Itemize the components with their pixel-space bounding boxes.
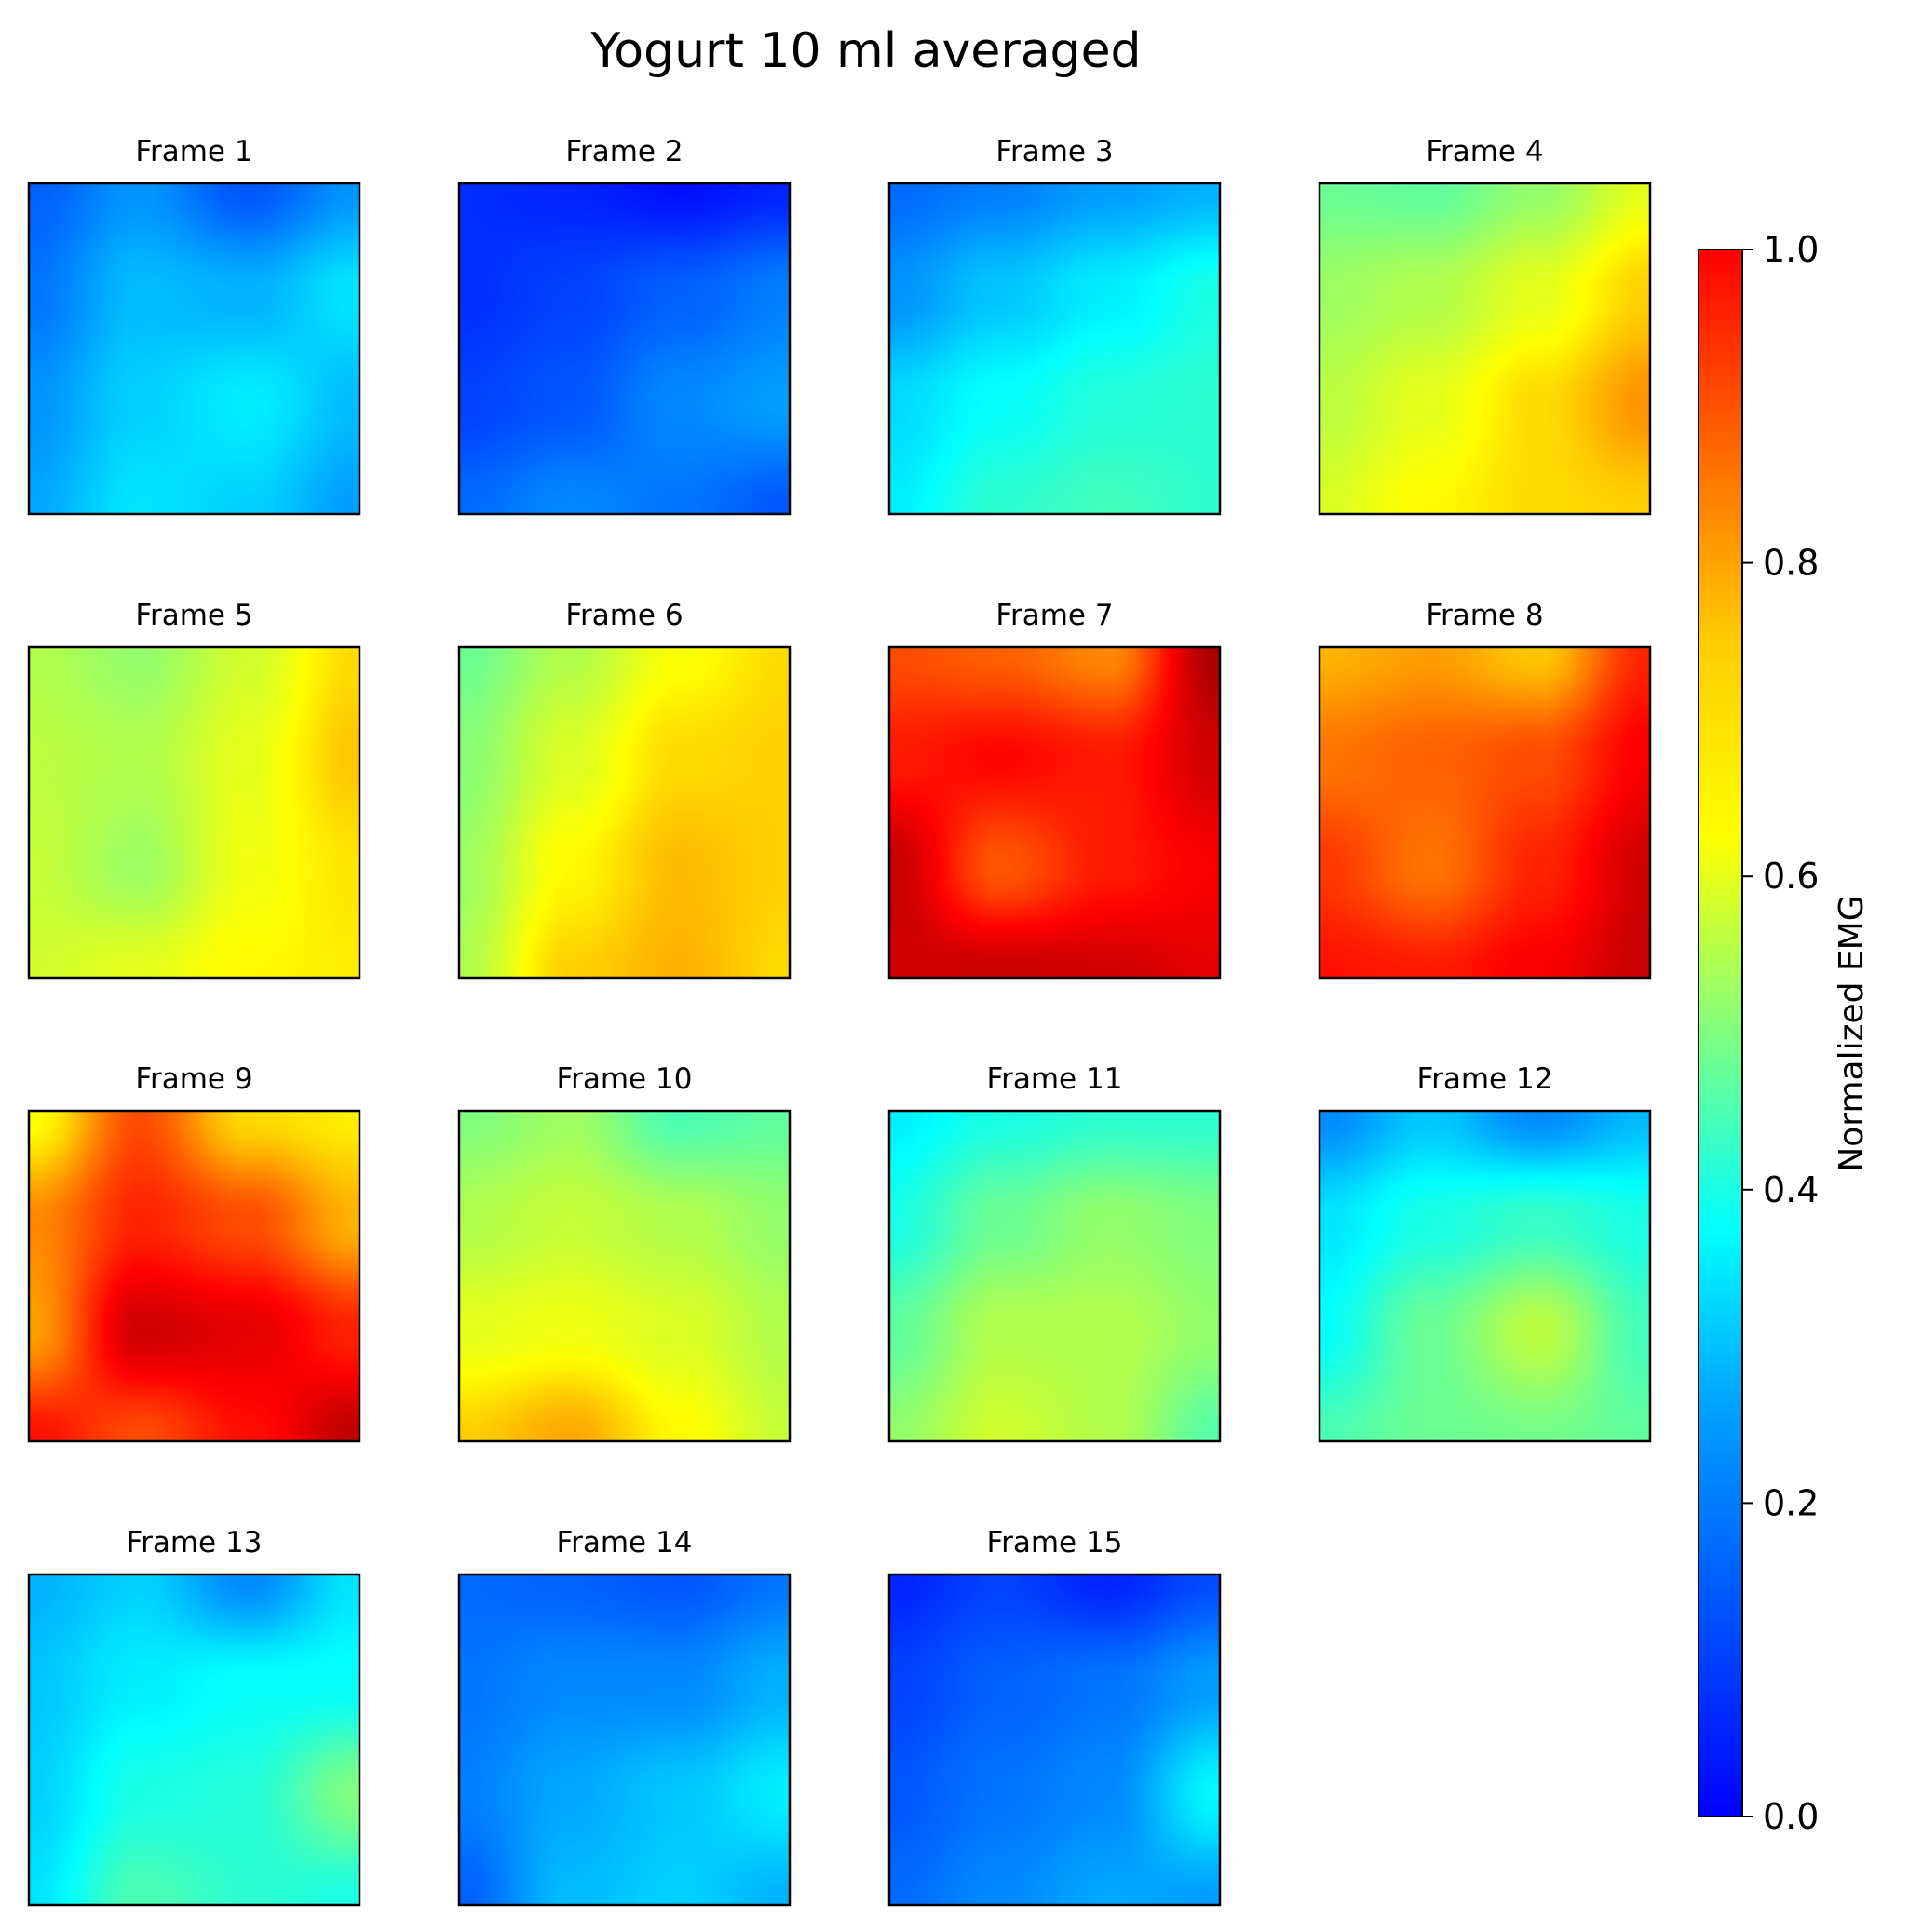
frame-heatmap-canvas-9 [29,1111,359,1441]
frame-heatmap-canvas-3 [889,183,1220,514]
colorbar-label: Normalized EMG [1833,895,1871,1171]
frame-label-3: Frame 3 [995,135,1113,169]
frame-panel-6: Frame 6 [457,599,792,980]
colorbar-tick-label-5: 1.0 [1763,229,1819,270]
frame-border-11 [887,1109,1222,1443]
frame-label-11: Frame 11 [987,1062,1123,1096]
colorbar: 0.0 0.2 0.4 0.6 0.8 1.0 Normalized EMG [1698,229,1871,1837]
frame-heatmap-6 [459,647,790,978]
frame-border-4 [1318,182,1652,516]
colorbar-tick-label-4: 0.8 [1763,543,1819,584]
frame-label-13: Frame 13 [127,1526,263,1560]
frame-panel-10: Frame 10 [457,1062,792,1443]
frame-heatmap-canvas-13 [29,1574,359,1905]
frame-heatmap-canvas-15 [889,1574,1220,1905]
colorbar-tick-label-3: 0.6 [1763,856,1819,897]
frame-border-9 [27,1109,361,1443]
frame-heatmap-canvas-1 [29,183,359,514]
frame-heatmap-8 [1320,647,1650,978]
frame-panel-2: Frame 2 [457,135,792,516]
frame-panel-14: Frame 14 [457,1526,792,1907]
frame-heatmap-5 [29,647,359,978]
frame-heatmap-canvas-8 [1320,647,1650,978]
frame-panel-3: Frame 3 [887,135,1222,516]
frame-label-2: Frame 2 [565,135,683,169]
colorbar-tick-label-2: 0.4 [1763,1169,1819,1210]
frame-border-14 [457,1573,792,1907]
colorbar-gradient [1698,249,1743,1817]
frame-heatmap-4 [1320,183,1650,514]
frame-label-14: Frame 14 [557,1526,693,1560]
frame-border-7 [887,645,1222,980]
frame-heatmap-11 [889,1111,1220,1441]
frame-label-10: Frame 10 [557,1062,693,1096]
frame-border-3 [887,182,1222,516]
frame-heatmap-13 [29,1574,359,1905]
frame-label-4: Frame 4 [1426,135,1543,169]
frame-heatmap-canvas-7 [889,647,1220,978]
frame-heatmap-7 [889,647,1220,978]
frame-label-12: Frame 12 [1417,1062,1553,1096]
frame-heatmap-3 [889,183,1220,514]
frame-label-6: Frame 6 [565,599,683,632]
frame-border-1 [27,182,361,516]
frame-heatmap-canvas-10 [459,1111,790,1441]
frame-label-7: Frame 7 [995,599,1113,632]
frame-border-6 [457,645,792,980]
frame-heatmap-14 [459,1574,790,1905]
frame-heatmap-canvas-6 [459,647,790,978]
frame-panel-12: Frame 12 [1318,1062,1652,1443]
frame-border-2 [457,182,792,516]
frame-border-15 [887,1573,1222,1907]
frame-panel-4: Frame 4 [1318,135,1652,516]
frame-panel-5: Frame 5 [27,599,361,980]
frame-label-9: Frame 9 [135,1062,252,1096]
colorbar-tick-label-1: 0.2 [1763,1482,1819,1523]
frame-panel-8: Frame 8 [1318,599,1652,980]
colorbar-ticks: 0.0 0.2 0.4 0.6 0.8 1.0 [1742,229,1819,1837]
frame-heatmap-2 [459,183,790,514]
frame-border-8 [1318,645,1652,980]
frame-label-1: Frame 1 [135,135,252,169]
chart-title: Yogurt 10 ml averaged [589,23,1141,79]
frame-panel-13: Frame 13 [27,1526,361,1907]
frame-label-8: Frame 8 [1426,599,1543,632]
frame-panel-11: Frame 11 [887,1062,1222,1443]
frame-border-12 [1318,1109,1652,1443]
frame-label-5: Frame 5 [135,599,252,632]
frame-heatmap-10 [459,1111,790,1441]
frame-heatmap-canvas-5 [29,647,359,978]
frame-border-5 [27,645,361,980]
frame-panel-1: Frame 1 [27,135,361,516]
frame-heatmap-canvas-11 [889,1111,1220,1441]
frame-panel-15: Frame 15 [887,1526,1222,1907]
frame-heatmap-canvas-2 [459,183,790,514]
frame-heatmap-12 [1320,1111,1650,1441]
frame-border-13 [27,1573,361,1907]
frame-panel-9: Frame 9 [27,1062,361,1443]
frame-heatmap-canvas-14 [459,1574,790,1905]
frame-border-10 [457,1109,792,1443]
frame-panels: Frame 1 Frame 2 Frame 3 Frame 4 Frame 5 Frame… [27,135,1652,1907]
frame-heatmap-1 [29,183,359,514]
frame-heatmap-canvas-12 [1320,1111,1650,1441]
frame-label-15: Frame 15 [987,1526,1123,1560]
frame-heatmap-9 [29,1111,359,1441]
frame-panel-7: Frame 7 [887,599,1222,980]
frame-heatmap-15 [889,1574,1220,1905]
colorbar-tick-label-0: 0.0 [1763,1796,1819,1837]
frame-heatmap-canvas-4 [1320,183,1650,514]
